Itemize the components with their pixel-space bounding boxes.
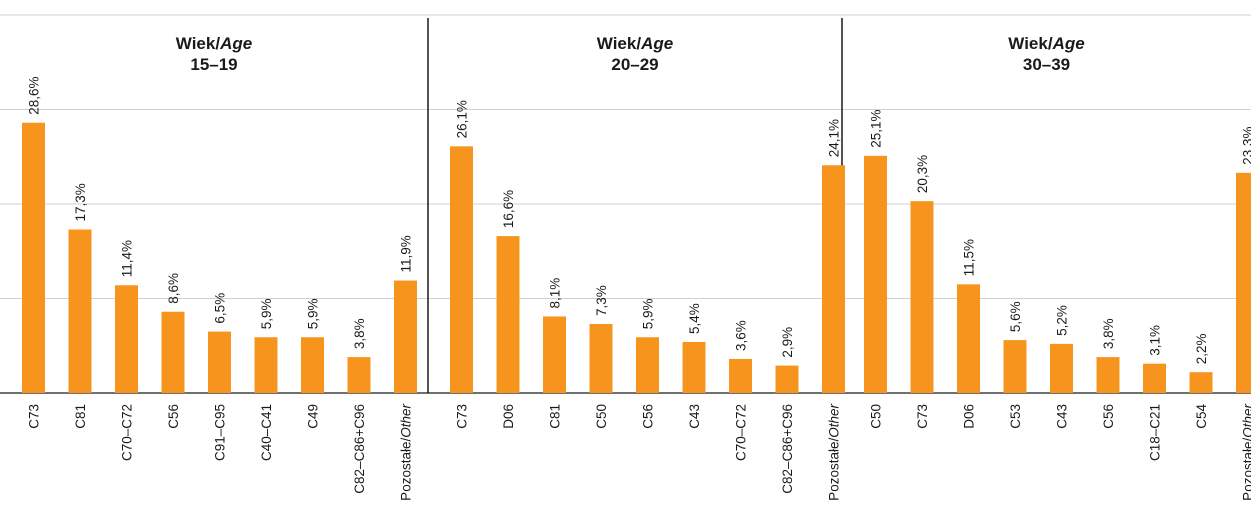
value-label: 7,3% (594, 285, 609, 316)
value-label: 26,1% (455, 100, 470, 138)
category-label: C56 (166, 404, 181, 429)
category-label: C81 (548, 404, 563, 429)
bar-C82–C86+C96 (775, 365, 799, 393)
category-label: C70–C72 (734, 404, 749, 461)
value-label: 3,6% (734, 320, 749, 351)
bar-C70–C72 (729, 358, 752, 393)
category-label: C73 (455, 404, 470, 429)
bar-C73 (910, 201, 934, 393)
bar-C82–C86+C96 (347, 357, 371, 393)
value-label: 28,6% (27, 76, 42, 114)
panel-subtitle: 20–29 (611, 55, 658, 74)
value-label: 2,2% (1194, 333, 1209, 364)
category-label: C56 (641, 404, 656, 429)
panel-subtitle: 15–19 (190, 55, 237, 74)
category-label: Pozostałe/Other (399, 403, 414, 500)
value-label: 5,9% (306, 298, 321, 329)
panel-subtitle: 30–39 (1023, 55, 1070, 74)
category-label: C18–C21 (1148, 404, 1163, 461)
bar-D06 (957, 284, 980, 393)
value-label: 3,8% (1101, 318, 1116, 349)
category-label: C43 (687, 404, 702, 429)
bar-C43 (682, 341, 706, 393)
category-label: C81 (73, 404, 88, 429)
bar-C50 (864, 155, 887, 393)
category-label: D06 (962, 404, 977, 429)
value-label: 5,4% (687, 303, 702, 334)
panel-title: Wiek/Age (176, 34, 252, 53)
category-label: D06 (501, 404, 516, 429)
category-label: C56 (1101, 404, 1116, 429)
bar-C56 (636, 337, 659, 393)
bar-C53 (1003, 340, 1027, 393)
bar-C56 (161, 311, 185, 393)
value-label: 11,5% (962, 239, 977, 276)
value-label: 8,6% (166, 273, 181, 304)
panel-3: Wiek/Age 30–39 25,1% C50 20,3% C73 11,5% D06 5,6… (864, 34, 1251, 501)
panel-title: Wiek/Age (597, 34, 673, 53)
chart-panels: Wiek/Age 15–19 28,6% C73 17,3% C81 11,4% C70–C7… (22, 34, 1251, 501)
value-label: 11,9% (399, 235, 414, 272)
category-label: C70–C72 (120, 404, 135, 461)
category-label: C40–C41 (259, 404, 274, 461)
category-label: Pozostałe/Other (827, 403, 842, 500)
category-label: C82–C86+C96 (352, 404, 367, 494)
value-label: 5,6% (1008, 301, 1023, 332)
bar-C49 (301, 337, 324, 393)
bar-C91–C95 (208, 331, 231, 393)
value-label: 25,1% (869, 110, 884, 148)
value-label: 20,3% (915, 155, 930, 193)
bar-C70–C72 (115, 285, 138, 393)
bar-D06 (496, 236, 520, 393)
panel-title: Wiek/Age (1008, 34, 1084, 53)
category-label: C53 (1008, 404, 1023, 429)
category-label: C43 (1055, 404, 1070, 429)
category-label: C50 (869, 404, 884, 429)
bar-Pozostałe/Other (1236, 172, 1251, 393)
value-label: 5,2% (1055, 305, 1070, 336)
value-label: 3,1% (1148, 325, 1163, 356)
category-label: C49 (306, 404, 321, 429)
value-label: 11,4% (120, 240, 135, 277)
value-label: 2,9% (780, 327, 795, 358)
bar-C56 (1096, 357, 1120, 393)
value-label: 5,9% (259, 298, 274, 329)
value-label: 23,3% (1241, 127, 1251, 165)
category-label: C50 (594, 404, 609, 429)
value-label: 16,6% (501, 190, 516, 228)
bar-C54 (1189, 372, 1213, 393)
bar-C40–C41 (254, 337, 278, 393)
value-label: 5,9% (641, 298, 656, 329)
category-label: C73 (27, 404, 42, 429)
bar-C81 (68, 229, 92, 393)
value-label: 3,8% (352, 318, 367, 349)
panel-1: Wiek/Age 15–19 28,6% C73 17,3% C81 11,4% C70–C7… (22, 34, 417, 501)
bar-Pozostałe/Other (822, 165, 845, 393)
category-label: C91–C95 (213, 404, 228, 461)
bar-Pozostałe/Other (394, 280, 417, 393)
value-label: 24,1% (827, 119, 842, 157)
value-label: 17,3% (73, 183, 88, 221)
panel-2: Wiek/Age 20–29 26,1% C73 16,6% D06 8,1% C81 7,3%… (450, 34, 845, 501)
category-label: C54 (1194, 404, 1209, 429)
category-label: Pozostałe/Other (1241, 403, 1251, 500)
category-label: C82–C86+C96 (780, 404, 795, 494)
bar-C43 (1050, 343, 1073, 393)
value-label: 6,5% (213, 293, 228, 324)
bar-C81 (543, 316, 566, 393)
bar-C18–C21 (1143, 363, 1166, 393)
bar-C50 (589, 324, 613, 393)
value-label: 8,1% (548, 278, 563, 309)
category-label: C73 (915, 404, 930, 429)
bar-C73 (450, 146, 473, 393)
bar-C73 (22, 122, 45, 393)
